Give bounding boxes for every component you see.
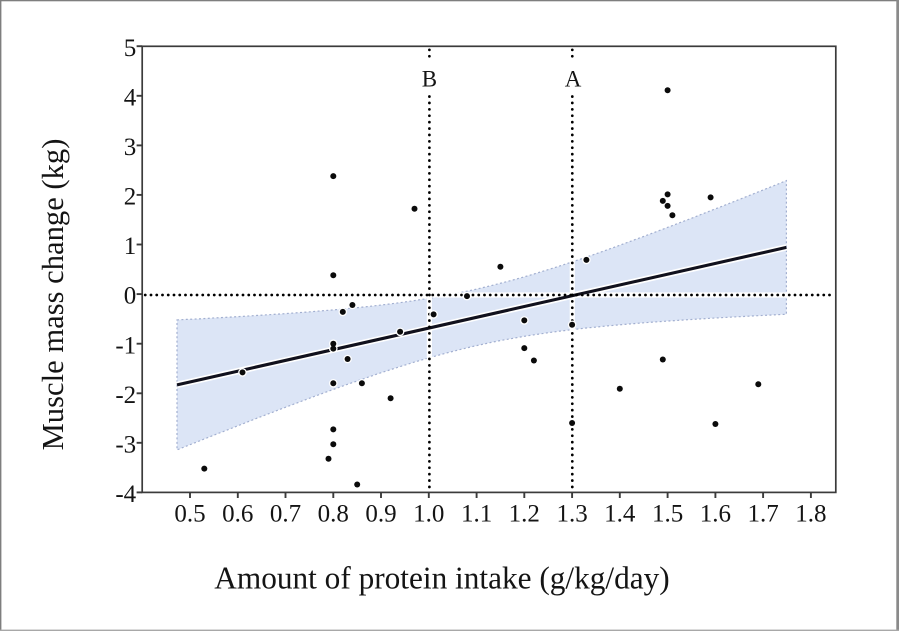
svg-text:2: 2	[124, 184, 137, 211]
svg-text:5: 5	[124, 35, 137, 62]
svg-text:A: A	[565, 67, 582, 92]
svg-text:1.0: 1.0	[413, 501, 444, 528]
svg-text:Amount of protein intake (g/kg: Amount of protein intake (g/kg/day)	[214, 561, 669, 596]
svg-text:-3: -3	[115, 431, 136, 458]
svg-text:0.6: 0.6	[222, 501, 253, 528]
svg-text:3: 3	[124, 134, 137, 161]
svg-text:1.1: 1.1	[461, 501, 492, 528]
svg-text:1.5: 1.5	[652, 501, 683, 528]
svg-text:1.3: 1.3	[556, 501, 587, 528]
svg-text:-2: -2	[115, 382, 136, 409]
svg-text:1.2: 1.2	[509, 501, 540, 528]
svg-text:0.9: 0.9	[365, 501, 396, 528]
svg-text:-4: -4	[115, 481, 136, 508]
svg-text:1.6: 1.6	[700, 501, 731, 528]
svg-text:1.4: 1.4	[604, 501, 636, 528]
svg-text:0.5: 0.5	[174, 501, 205, 528]
svg-text:0: 0	[124, 283, 137, 310]
svg-text:1.8: 1.8	[795, 501, 826, 528]
svg-text:0.8: 0.8	[318, 501, 349, 528]
svg-text:Muscle mass change (kg): Muscle mass change (kg)	[36, 139, 70, 451]
svg-text:0.7: 0.7	[270, 501, 301, 528]
svg-text:1: 1	[124, 233, 137, 260]
svg-text:-1: -1	[115, 332, 136, 359]
svg-text:1.7: 1.7	[747, 501, 778, 528]
svg-text:4: 4	[124, 84, 137, 111]
svg-text:B: B	[422, 67, 437, 92]
